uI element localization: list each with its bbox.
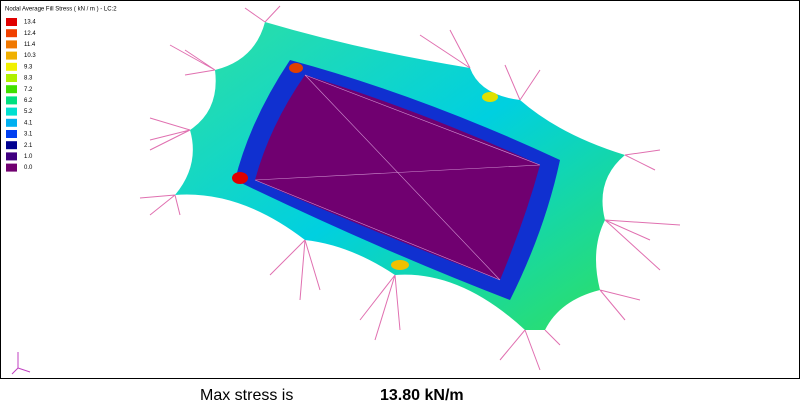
legend-title: Nodal Average Fill Stress ( kN / m ) - L…: [5, 7, 117, 13]
caption-value: 13.80 kN/m: [380, 387, 464, 404]
legend-swatch: [6, 40, 17, 49]
legend-swatch: [6, 62, 17, 71]
legend: 13.4 12.4 11.4 10.3 9.3 8.3 7.2 6.2 5.2 4.1 3.1 2.1…: [6, 18, 36, 172]
legend-label: 1.0: [24, 154, 33, 160]
hot-spot: [289, 63, 303, 73]
legend-swatch: [6, 51, 17, 60]
legend-swatch: [6, 18, 17, 26]
legend-label: 7.2: [24, 87, 33, 93]
legend-label: 13.4: [24, 20, 36, 26]
legend-swatch: [6, 29, 17, 38]
caption-label: Max stress is: [200, 387, 293, 404]
legend-swatch: [6, 130, 17, 138]
hot-spot: [482, 92, 498, 102]
legend-label: 4.1: [24, 120, 33, 126]
legend-label: 0.0: [24, 165, 33, 171]
masts: [139, 5, 681, 371]
legend-label: 2.1: [24, 143, 33, 149]
legend-label: 11.4: [24, 42, 36, 48]
hot-spot: [232, 172, 248, 184]
legend-label: 5.2: [24, 109, 33, 115]
legend-label: 3.1: [24, 132, 33, 138]
legend-swatch: [6, 85, 17, 94]
legend-label: 9.3: [24, 64, 33, 70]
legend-label: 8.3: [24, 76, 33, 82]
legend-swatch: [6, 96, 17, 105]
legend-label: 6.2: [24, 98, 33, 104]
legend-label: 12.4: [24, 31, 36, 37]
legend-label: 10.3: [24, 53, 36, 59]
legend-swatch: [6, 107, 17, 116]
hot-spot: [391, 260, 409, 270]
legend-swatch: [6, 141, 17, 150]
ridge-lines: [254, 74, 541, 281]
legend-swatch: [6, 74, 17, 82]
legend-swatch: [6, 118, 17, 127]
membrane-core: [255, 75, 540, 280]
legend-swatch: [6, 163, 17, 172]
axis-triad: [11, 352, 31, 375]
legend-swatch: [6, 152, 17, 161]
